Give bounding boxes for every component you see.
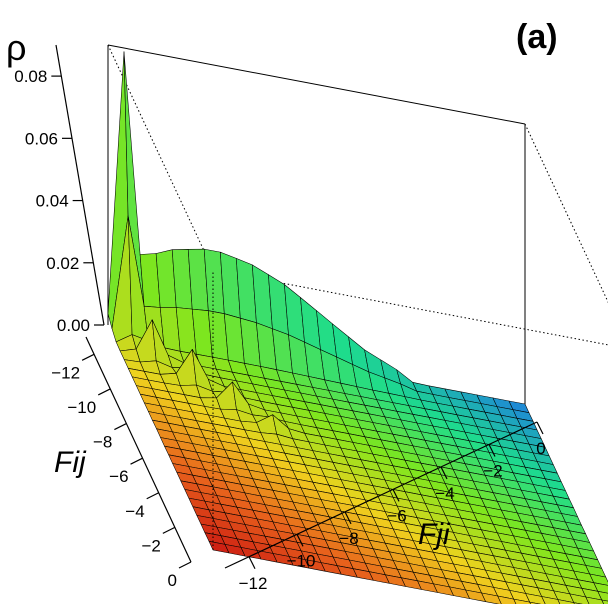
surface-cell <box>481 592 502 604</box>
surface-cell <box>601 599 608 604</box>
z-tick-label: 0.08 <box>14 67 47 86</box>
surface-cell <box>525 593 546 604</box>
z-axis-line <box>55 44 105 326</box>
surface-cell <box>593 582 608 594</box>
surface-cell <box>597 591 608 602</box>
x-tick-label: −2 <box>483 461 502 480</box>
panel-label: (a) <box>516 18 558 56</box>
surface-cell <box>513 598 531 604</box>
x-tick <box>392 489 400 502</box>
x-tick <box>296 534 304 547</box>
x-tick-label: 0 <box>536 439 545 458</box>
x-tick <box>344 511 352 525</box>
x-tick <box>248 556 256 570</box>
y-tick <box>162 526 176 534</box>
z-tick-label: 0.04 <box>36 192 69 211</box>
y-tick <box>130 457 143 465</box>
x-tick-label: −12 <box>239 574 268 593</box>
y-tick-label: −8 <box>93 433 112 452</box>
y-tick <box>81 353 95 361</box>
box-edge-top-right <box>524 123 608 304</box>
surface-cell <box>569 593 590 604</box>
y-tick <box>178 561 192 569</box>
surface-cell <box>541 596 561 604</box>
y-tick <box>97 388 111 396</box>
y-tick-label: −2 <box>141 536 160 555</box>
y-axis-label: Fij <box>54 446 87 479</box>
axes: 0.00 0.02 0.04 0.06 0.08 −12 −10 −8 −6 −4 −2 0 −12 −1… <box>14 44 546 593</box>
x-tick <box>536 421 544 435</box>
y-tick <box>146 492 159 500</box>
z-tick-label: 0.06 <box>25 129 58 148</box>
x-tick-label: −6 <box>387 506 406 525</box>
x-tick-label: −8 <box>339 529 358 548</box>
y-tick <box>114 423 127 431</box>
surface-cell <box>585 596 604 604</box>
y-tick-label: −12 <box>51 363 80 382</box>
box-edge-top-front <box>212 269 608 346</box>
x-tick-label: −4 <box>435 484 454 503</box>
y-axis-line <box>85 336 192 563</box>
y-tick-label: 0 <box>168 571 177 590</box>
z-tick-label: 0.00 <box>57 316 90 335</box>
x-axis-label: Fji <box>418 518 451 551</box>
surface-cell <box>557 599 575 604</box>
x-axis-line <box>224 421 538 569</box>
density-surface <box>107 51 608 604</box>
surface-cell <box>497 595 517 604</box>
x-tick <box>488 444 496 457</box>
box-edge-top-back <box>107 44 526 125</box>
y-tick-label: −4 <box>125 502 144 521</box>
z-axis-label: ρ <box>6 27 26 68</box>
y-tick-label: −10 <box>67 398 96 417</box>
x-tick-label: −10 <box>287 551 316 570</box>
z-tick-label: 0.02 <box>46 254 79 273</box>
y-tick-label: −6 <box>109 467 128 486</box>
x-tick <box>440 466 448 480</box>
